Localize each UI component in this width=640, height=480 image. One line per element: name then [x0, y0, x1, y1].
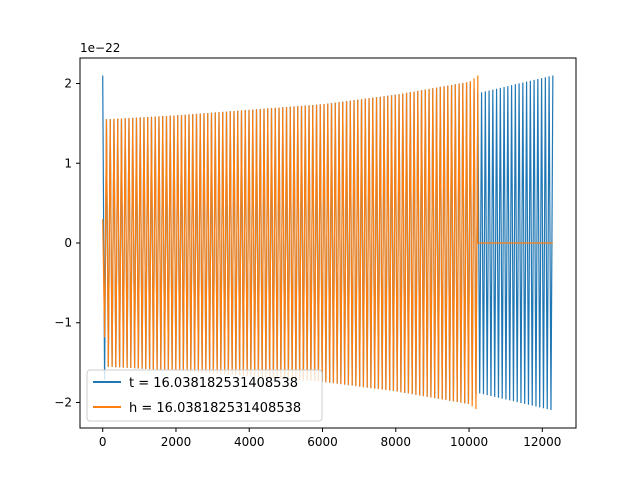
x-tick-label: 2000 [161, 435, 192, 449]
x-tick-label: 0 [99, 435, 107, 449]
x-tick-label: 10000 [450, 435, 488, 449]
y-axis: −2 −1 0 1 2 [54, 77, 80, 409]
y-multiplier-label: 1e−22 [80, 41, 120, 55]
y-tick-label: 1 [64, 156, 72, 170]
x-tick-label: 12000 [523, 435, 561, 449]
x-tick-label: 4000 [234, 435, 265, 449]
x-tick-label: 6000 [307, 435, 338, 449]
x-tick-label: 8000 [380, 435, 411, 449]
legend: t = 16.038182531408538 h = 16.0381825314… [86, 369, 323, 422]
y-tick-label: 2 [64, 77, 72, 91]
plot-area [102, 75, 554, 411]
y-tick-label: −1 [54, 316, 72, 330]
y-tick-label: −2 [54, 395, 72, 409]
y-tick-label: 0 [64, 236, 72, 250]
legend-label-t: t = 16.038182531408538 [129, 376, 298, 391]
x-axis: 0 2000 4000 6000 8000 10000 12000 [99, 428, 561, 449]
legend-label-h: h = 16.038182531408538 [129, 401, 301, 416]
legend-box [86, 369, 323, 422]
